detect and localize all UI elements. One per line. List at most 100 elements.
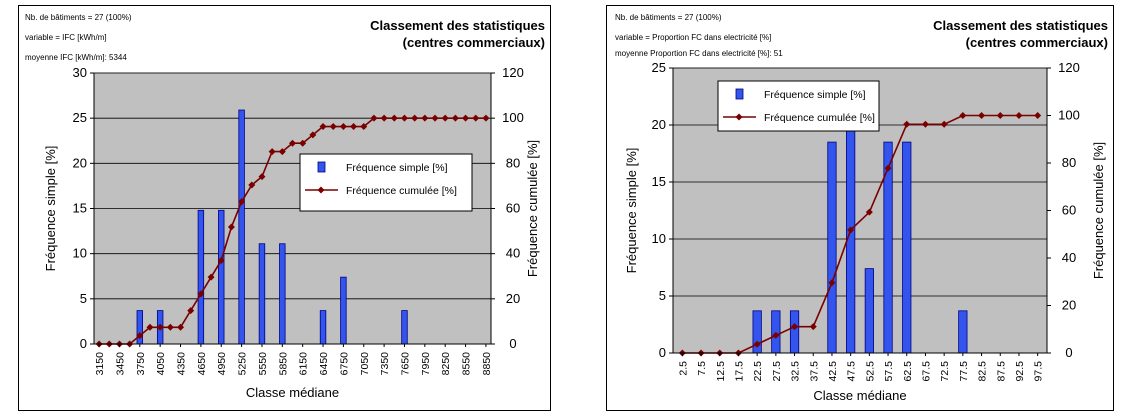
chart-right: 0 5 10 15 20 25 0 20 40 60 80 100 120 2.5 7.5 12.5 17.5 2… <box>624 60 1106 403</box>
meta-average: moyenne IFC [kWh/m]: 5344 <box>25 53 127 62</box>
cumulative-point <box>309 131 317 139</box>
bar <box>864 268 874 354</box>
cumulative-point <box>238 198 246 206</box>
cumulative-point <box>996 112 1004 119</box>
cumulative-point <box>248 181 256 189</box>
cumulative-point <box>828 279 836 287</box>
x-tick-label: 37.5 <box>808 361 820 382</box>
legend-bar-swatch <box>317 161 326 173</box>
bar <box>771 310 781 354</box>
bar <box>238 109 245 345</box>
chart-title-line1: Classement des statistiques <box>370 18 545 33</box>
cumulative-point <box>421 114 429 122</box>
cumulative-point <box>1034 112 1042 119</box>
chart-title: Classement des statistiques (centres com… <box>933 17 1108 51</box>
cumulative-point <box>227 223 235 231</box>
bar <box>340 276 347 345</box>
cumulative-point <box>772 331 780 339</box>
x-tick-label: 4650 <box>196 352 208 376</box>
y2-tick-label: 120 <box>1058 60 1080 75</box>
y2-tick-label: 40 <box>1062 250 1076 265</box>
cumulative-point <box>847 226 855 234</box>
x-tick-label: 6150 <box>298 352 310 376</box>
cumulative-point <box>319 123 327 131</box>
x-tick-label: 42.5 <box>827 361 839 382</box>
x-tick-label: 22.5 <box>752 361 764 382</box>
bar <box>902 141 912 354</box>
legend <box>299 153 473 212</box>
y2-axis-title: Fréquence cumulée [%] <box>1091 142 1106 279</box>
cumulative-point <box>959 112 967 119</box>
x-tick-label: 97.5 <box>1033 361 1045 382</box>
cumulative-point <box>1015 112 1023 119</box>
chart-title-line1: Classement des statistiques <box>933 18 1108 33</box>
legend-bar-swatch <box>735 88 744 100</box>
legend-line-marker <box>735 113 743 121</box>
y-tick-label: 20 <box>73 155 87 170</box>
y2-tick-label: 100 <box>502 110 524 125</box>
y-axis-title: Fréquence simple [%] <box>43 146 58 272</box>
x-tick-label: 72.5 <box>939 361 951 382</box>
legend-label-cumulative: Fréquence cumulée [%] <box>346 185 457 197</box>
x-tick-label: 8550 <box>461 352 473 376</box>
cumulative-point <box>451 114 459 122</box>
x-tick-label: 3450 <box>114 352 126 376</box>
cumulative-point <box>166 323 174 331</box>
cumulative-point <box>360 123 368 131</box>
x-tick-label: 7.5 <box>696 361 708 376</box>
x-tick-label: 4950 <box>216 352 228 376</box>
x-tick-label: 32.5 <box>790 361 802 382</box>
x-tick-label: 67.5 <box>920 361 932 382</box>
bar <box>401 310 408 345</box>
x-tick-label: 6750 <box>338 352 350 376</box>
cumulative-point <box>921 120 929 128</box>
y-axis-title: Fréquence simple [%] <box>624 148 639 274</box>
y2-tick-label: 20 <box>1062 298 1076 313</box>
legend <box>717 80 880 132</box>
x-tick-label: 7050 <box>359 352 371 376</box>
cumulative-point <box>146 323 154 331</box>
legend-label-cumulative: Fréquence cumulée [%] <box>764 112 875 124</box>
x-axis-title: Classe médiane <box>246 385 339 400</box>
cumulative-point <box>380 114 388 122</box>
cumulative-point <box>482 114 490 122</box>
x-tick-label: 6450 <box>318 352 330 376</box>
bar <box>319 310 327 345</box>
x-tick-label: 12.5 <box>715 361 727 382</box>
x-tick-label: 17.5 <box>733 361 745 382</box>
chart-title-line2: (centres commerciaux) <box>965 35 1108 50</box>
bar <box>789 310 800 354</box>
x-tick-label: 5550 <box>257 352 269 376</box>
y-tick-label: 25 <box>73 110 87 125</box>
cumulative-point <box>903 120 911 128</box>
cumulative-point <box>258 173 266 181</box>
bar <box>218 209 225 345</box>
chart-panel-right: Nb. de bâtiments = 27 (100%) variable = … <box>606 5 1114 411</box>
y2-tick-label: 100 <box>1058 108 1080 123</box>
cumulative-point <box>441 114 449 122</box>
cumulative-point <box>462 114 470 122</box>
cumulative-point <box>431 114 439 122</box>
y2-tick-label: 60 <box>506 201 520 216</box>
chart-panel-left: Nb. de bâtiments = 27 (100%) variable = … <box>18 5 551 411</box>
cumulative-point <box>299 139 307 147</box>
cumulative-point <box>753 340 761 348</box>
y-tick-label: 10 <box>73 246 87 261</box>
x-tick-label: 5850 <box>277 352 289 376</box>
x-tick-label: 57.5 <box>883 361 895 382</box>
x-tick-label: 47.5 <box>846 361 858 382</box>
cumulative-point <box>289 139 296 147</box>
cumulative-point <box>865 208 873 216</box>
y-tick-label: 0 <box>80 336 87 351</box>
meta-variable: variable = IFC [kWh/m] <box>25 33 107 42</box>
y-tick-label: 15 <box>652 174 666 189</box>
cumulative-point <box>177 323 185 331</box>
cumulative-point <box>156 323 164 331</box>
bar <box>958 310 968 354</box>
y2-tick-label: 60 <box>1062 203 1076 218</box>
y2-tick-label: 80 <box>1062 155 1076 170</box>
x-tick-label: 27.5 <box>771 361 783 382</box>
y-tick-label: 5 <box>659 288 666 303</box>
x-tick-label: 62.5 <box>902 361 914 382</box>
y-tick-label: 10 <box>652 231 666 246</box>
